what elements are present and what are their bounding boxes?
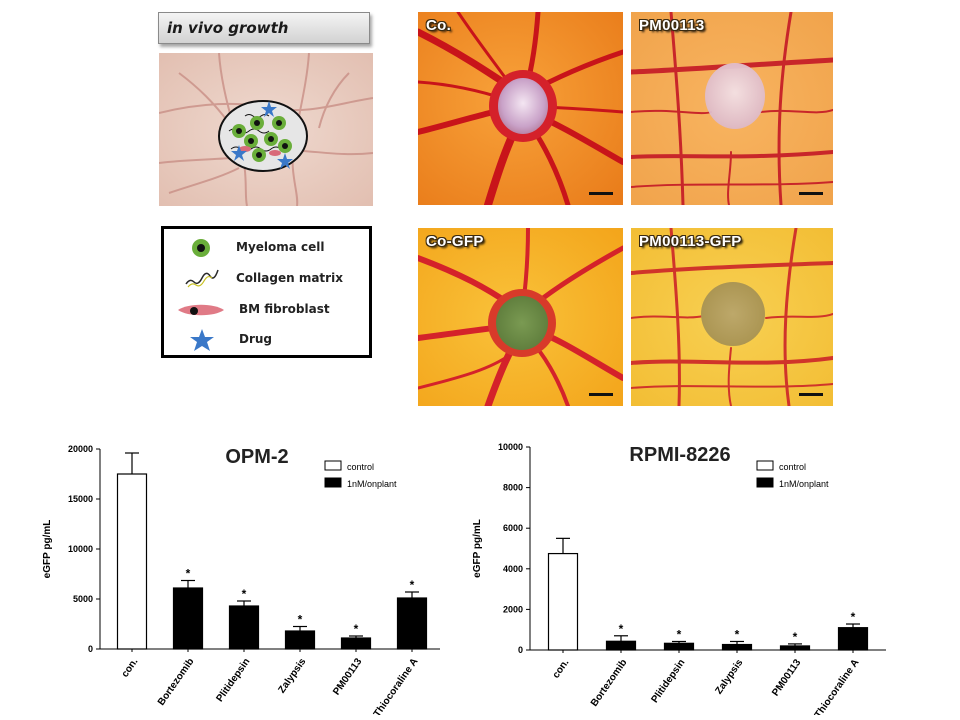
significance-marker: * bbox=[851, 610, 856, 624]
cam-schematic-illustration bbox=[159, 53, 373, 206]
legend-label-myeloma: Myeloma cell bbox=[236, 240, 325, 254]
bar-thiocoraline-a bbox=[837, 627, 869, 651]
y-tick-label: 10000 bbox=[498, 442, 523, 452]
schematic-legend: Myeloma cell Collagen matrix BM fibrobla… bbox=[161, 226, 372, 358]
legend-swatch bbox=[324, 477, 342, 488]
legend-label: control bbox=[779, 462, 806, 472]
photo-co-gfp-overlay: Co-GFP bbox=[418, 228, 623, 406]
significance-marker: * bbox=[677, 627, 682, 641]
chart-opm2: 0 5000 10000 15000 20000 eGFP pg/mL OPM-2 contr… bbox=[42, 444, 440, 715]
significance-marker: * bbox=[298, 613, 303, 627]
y-tick-label: 2000 bbox=[503, 604, 523, 614]
x-tick-label: Thiocoraline A bbox=[813, 657, 862, 715]
photo-label-pm00113-gfp: PM00113-GFP bbox=[639, 233, 742, 250]
x-tick-label: con. bbox=[120, 656, 141, 679]
y-tick-label: 6000 bbox=[503, 523, 523, 533]
y-tick-label: 0 bbox=[88, 644, 93, 654]
legend-label: 1nM/onplant bbox=[779, 479, 829, 489]
x-tick-label: Plitidepsin bbox=[649, 657, 687, 705]
legend-label-fibroblast: BM fibroblast bbox=[239, 302, 330, 316]
scale-bar bbox=[589, 393, 613, 396]
scale-bar bbox=[799, 192, 823, 195]
chart-rpmi8226: 0 2000 4000 6000 8000 10000 eGFP pg/mL RPMI-822… bbox=[472, 442, 886, 715]
scale-bar bbox=[799, 393, 823, 396]
photo-label-pm00113: PM00113 bbox=[639, 17, 705, 34]
myeloma-cell-icon bbox=[192, 239, 210, 257]
x-tick-label: Zalypsis bbox=[276, 656, 308, 695]
bar-plitidepsin bbox=[228, 605, 260, 650]
bm-fibroblast-icon bbox=[178, 304, 224, 316]
bar-pm00113 bbox=[340, 637, 372, 650]
legend-swatch bbox=[324, 460, 342, 471]
y-tick-label: 20000 bbox=[68, 444, 93, 454]
y-tick-label: 5000 bbox=[73, 594, 93, 604]
significance-marker: * bbox=[793, 630, 798, 644]
schematic-title: in vivo growth bbox=[158, 12, 370, 44]
bar-zalypsis bbox=[721, 643, 753, 651]
photo-co-overlay: Co. bbox=[418, 12, 623, 205]
drug-star-icon bbox=[190, 329, 214, 351]
chart-title: OPM-2 bbox=[225, 446, 288, 468]
schematic-title-text: in vivo growth bbox=[167, 19, 289, 37]
photo-pm00113-gfp bbox=[631, 228, 833, 406]
x-tick-label: Bortezomib bbox=[156, 656, 197, 707]
chart-title: RPMI-8226 bbox=[629, 444, 730, 466]
y-axis-label: eGFP pg/mL bbox=[472, 519, 483, 578]
y-tick-label: 15000 bbox=[68, 494, 93, 504]
photo-label-co-gfp: Co-GFP bbox=[426, 233, 484, 250]
significance-marker: * bbox=[410, 578, 415, 592]
bar-pm00113 bbox=[779, 645, 811, 651]
collagen-matrix-icon bbox=[185, 269, 219, 288]
legend-swatch bbox=[756, 477, 774, 488]
bar-plitidepsin bbox=[663, 642, 695, 651]
legend-label: control bbox=[347, 462, 374, 472]
x-tick-label: con. bbox=[551, 657, 572, 680]
bar-bortezomib bbox=[605, 640, 637, 651]
bar-con- bbox=[547, 552, 579, 651]
significance-marker: * bbox=[242, 587, 247, 601]
y-tick-label: 8000 bbox=[503, 483, 523, 493]
photo-pm00113 bbox=[631, 12, 833, 205]
y-tick-label: 0 bbox=[518, 645, 523, 655]
legend-label: 1nM/onplant bbox=[347, 479, 397, 489]
scale-bar bbox=[589, 192, 613, 195]
bar-con- bbox=[116, 473, 148, 650]
y-tick-label: 4000 bbox=[503, 564, 523, 574]
photo-pm00113-overlay: PM00113 bbox=[631, 12, 833, 205]
x-tick-label: PM00113 bbox=[331, 656, 364, 697]
bar-thiocoraline-a bbox=[396, 597, 428, 650]
x-tick-label: Thiocoraline A bbox=[372, 656, 421, 715]
bar-bortezomib bbox=[172, 587, 204, 650]
photo-co-gfp bbox=[418, 228, 623, 406]
y-axis-label: eGFP pg/mL bbox=[42, 520, 53, 579]
photo-label-co: Co. bbox=[426, 17, 452, 34]
x-tick-label: Zalypsis bbox=[713, 657, 745, 696]
drug-stars bbox=[231, 101, 293, 169]
x-tick-label: Plitidepsin bbox=[214, 656, 252, 704]
significance-marker: * bbox=[186, 567, 191, 581]
photo-co bbox=[418, 12, 623, 205]
legend-swatch bbox=[756, 460, 774, 471]
x-tick-label: Bortezomib bbox=[589, 657, 630, 708]
myeloma-cells bbox=[232, 116, 292, 162]
significance-marker: * bbox=[735, 627, 740, 641]
photo-pm00113-gfp-overlay: PM00113-GFP bbox=[631, 228, 833, 406]
y-tick-label: 10000 bbox=[68, 544, 93, 554]
significance-marker: * bbox=[354, 622, 359, 636]
x-tick-label: PM00113 bbox=[770, 657, 803, 698]
significance-marker: * bbox=[619, 622, 624, 636]
legend-label-collagen: Collagen matrix bbox=[236, 271, 343, 285]
bar-zalypsis bbox=[284, 630, 316, 650]
legend-label-drug: Drug bbox=[239, 332, 273, 346]
